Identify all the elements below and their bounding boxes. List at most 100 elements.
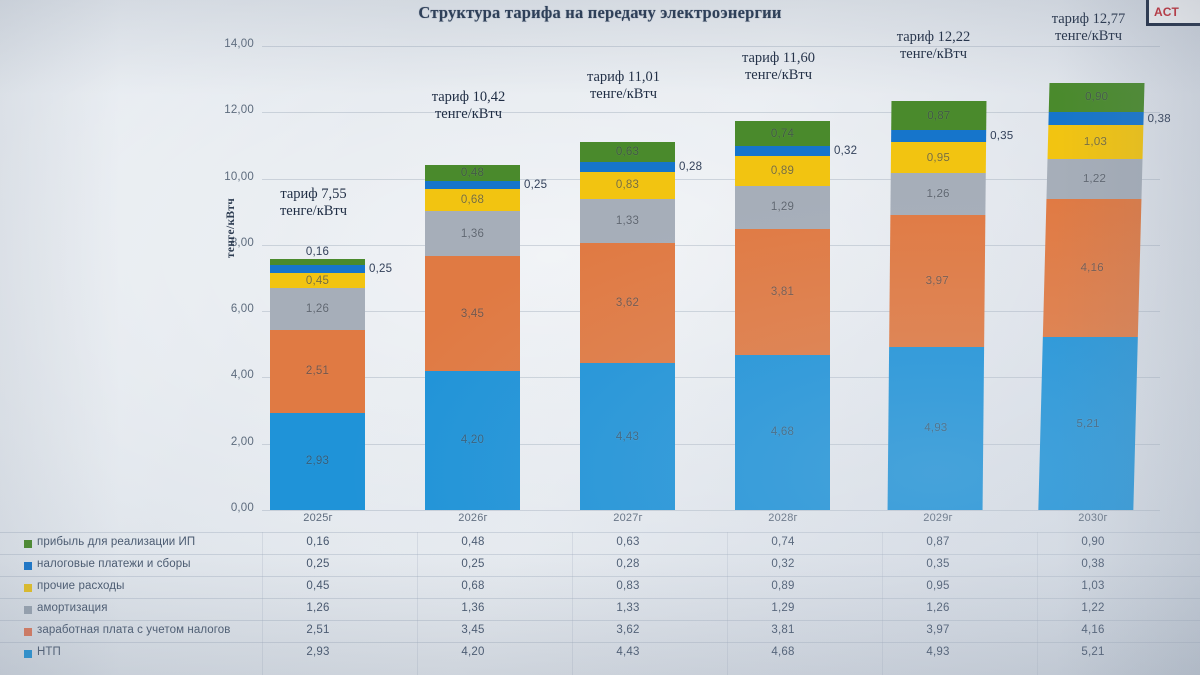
table-row: заработная плата с учетом налогов 2,51 3,4… (0, 620, 1200, 642)
bar-segment[interactable]: 0,38 (1048, 112, 1171, 125)
table-column-separator (1037, 532, 1038, 675)
bar-segment[interactable]: 0,16 (270, 246, 365, 265)
table-cell: 1,36 (461, 602, 485, 614)
bar-segment[interactable]: 1,36 (425, 211, 520, 257)
bar-segment[interactable]: 0,83 (580, 171, 675, 200)
bar-segment[interactable]: 0,90 (1048, 82, 1145, 113)
stacked-bar[interactable]: 4,93 3,97 1,26 0,95 0,35 0,87 (887, 101, 1013, 510)
bar-segment[interactable]: 1,26 (270, 287, 365, 330)
bar-segment-label-outside: 0,35 (990, 130, 1014, 143)
y-axis-title: тенге/кВтч (225, 197, 237, 259)
table-cell: 0,89 (771, 580, 795, 592)
bar-segment[interactable]: 1,26 (890, 173, 986, 216)
legend-series-label: заработная плата с учетом налогов (37, 624, 231, 636)
bar-segment[interactable]: 3,45 (425, 256, 520, 371)
bar-segment[interactable]: 0,25 (425, 179, 547, 191)
bar-segment-label: 2,51 (305, 365, 330, 378)
table-cell: 3,45 (461, 624, 485, 636)
bar-segment[interactable]: 3,97 (889, 215, 986, 347)
bar-segment[interactable]: 3,81 (735, 228, 830, 355)
table-cell: 0,32 (771, 558, 795, 570)
table-cell: 1,33 (616, 602, 640, 614)
table-cell: 2,51 (306, 624, 330, 636)
table-cell: 0,83 (616, 580, 640, 592)
bar-segment-label: 1,03 (1083, 135, 1108, 148)
table-cell: 1,03 (1081, 580, 1105, 592)
gridline (262, 311, 1160, 313)
table-cell: 0,16 (306, 536, 330, 548)
bar-segment-label: 0,83 (615, 179, 640, 192)
bar-segment[interactable]: 3,62 (580, 243, 675, 364)
table-cell: 3,81 (771, 624, 795, 636)
legend-color-swatch (24, 628, 32, 636)
y-axis-tick-label: 6,00 (230, 303, 254, 316)
y-axis-tick-label: 0,00 (230, 502, 254, 514)
bar-segment[interactable]: 4,68 (735, 354, 830, 510)
stacked-bar[interactable]: 2,93 2,51 1,26 0,45 0,25 0,16 (270, 246, 392, 510)
table-row: прочие расходы 0,45 0,68 0,83 0,89 0,95 1,03 (0, 576, 1200, 598)
bar-segment[interactable]: 0,45 (270, 273, 365, 288)
legend-series-label: НТП (37, 646, 61, 658)
legend-series-label: прибыль для реализации ИП (37, 536, 196, 548)
bar-segment[interactable]: 4,16 (1042, 199, 1142, 338)
bar-segment[interactable]: 0,63 (580, 141, 675, 163)
bar-segment-label-outside: 0,32 (834, 145, 858, 158)
x-axis-label: 2026г (458, 512, 488, 524)
table-cell: 0,68 (461, 580, 485, 592)
bar-segment-label: 3,97 (925, 274, 949, 287)
bar-segment[interactable]: 0,87 (891, 101, 987, 131)
bar-segment[interactable]: 1,03 (1047, 124, 1144, 160)
table-cell: 1,22 (1081, 602, 1105, 614)
bar-segment[interactable]: 0,32 (735, 145, 857, 157)
table-column-separator (882, 532, 883, 675)
bar-segment[interactable]: 0,28 (580, 161, 702, 173)
table-cell: 0,95 (926, 580, 950, 592)
table-cell: 0,45 (306, 580, 330, 592)
stacked-bar[interactable]: 5,21 4,16 1,22 1,03 0,38 0,90 (1038, 82, 1171, 510)
table-cell: 1,26 (306, 602, 330, 614)
table-cell: 0,25 (461, 558, 485, 570)
bar-segment-label: 4,20 (460, 434, 485, 447)
table-cell: 4,43 (616, 646, 640, 658)
stacked-bar[interactable]: 4,68 3,81 1,29 0,89 0,32 0,74 (735, 121, 857, 510)
table-cell: 0,87 (926, 536, 950, 548)
bar-segment[interactable]: 1,29 (735, 185, 830, 229)
legend-series-label: прочие расходы (37, 580, 125, 592)
table-cell: 0,74 (771, 536, 795, 548)
bar-segment-label: 1,29 (770, 201, 795, 214)
stacked-bar[interactable]: 4,20 3,45 1,36 0,68 0,25 0,48 (425, 164, 547, 510)
bar-segment[interactable]: 5,21 (1038, 337, 1138, 510)
bar-segment[interactable]: 0,95 (890, 141, 987, 174)
bar-segment[interactable]: 4,20 (425, 370, 520, 510)
bar-segment[interactable]: 2,51 (270, 329, 365, 413)
bar-segment[interactable]: 0,68 (425, 188, 520, 212)
bar-segment[interactable]: 4,93 (887, 346, 985, 510)
bar-group-2030г: 5,21 4,16 1,22 1,03 0,38 0,90 (1038, 0, 1171, 510)
bar-segment[interactable]: 0,35 (891, 130, 1013, 142)
bar-segment[interactable]: 0,74 (735, 121, 830, 146)
bar-segment[interactable]: 0,89 (735, 156, 830, 186)
gridline (262, 443, 1160, 445)
tariff-annotation: тариф 12,77 тенге/кВтч (1051, 10, 1126, 44)
bar-segment[interactable]: 1,33 (580, 199, 675, 244)
bar-group-2027г: 4,43 3,62 1,33 0,83 0,28 0,63 (580, 0, 702, 510)
bar-segment-label: 0,95 (926, 151, 951, 164)
bar-segment-label: 1,26 (305, 302, 330, 315)
y-axis-tick-label: 10,00 (224, 170, 254, 183)
bar-segment[interactable]: 0,48 (425, 164, 520, 181)
bar-segment[interactable]: 1,22 (1046, 159, 1143, 200)
x-axis-label: 2030г (1078, 512, 1108, 524)
y-axis-tick-label: 12,00 (224, 104, 254, 117)
bar-segment-label: 0,74 (770, 127, 795, 140)
bar-segment[interactable]: 4,43 (580, 363, 675, 510)
table-cell: 0,90 (1081, 536, 1105, 548)
bar-segment[interactable]: 2,93 (270, 412, 365, 510)
bar-segment-label: 4,93 (924, 422, 948, 435)
gridline (262, 244, 1160, 246)
bar-segment-label: 1,36 (460, 227, 485, 240)
bar-segment-label-outside: 0,16 (305, 246, 330, 259)
bar-segment-label: 3,45 (460, 307, 485, 320)
stacked-bar[interactable]: 4,43 3,62 1,33 0,83 0,28 0,63 (580, 141, 702, 510)
table-cell: 5,21 (1081, 646, 1105, 658)
bar-segment[interactable]: 0,25 (270, 263, 392, 275)
